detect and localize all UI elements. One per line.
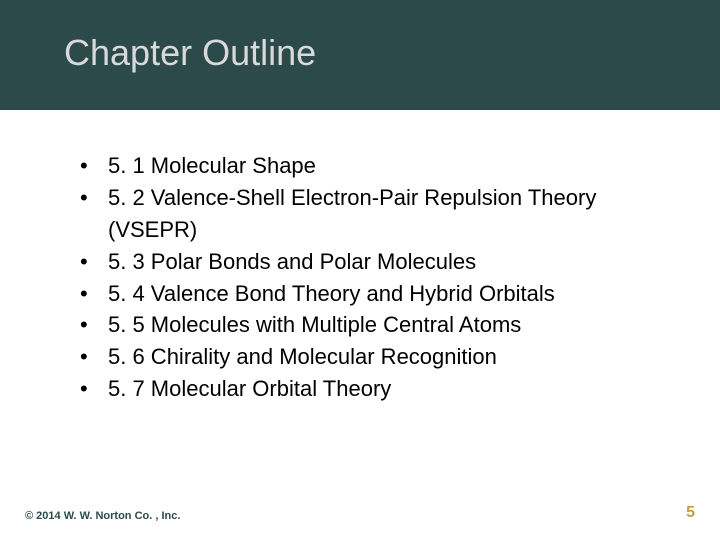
list-item: 5. 7 Molecular Orbital Theory — [80, 373, 670, 405]
list-item: 5. 3 Polar Bonds and Polar Molecules — [80, 246, 670, 278]
list-item: 5. 6 Chirality and Molecular Recognition — [80, 341, 670, 373]
outline-list: 5. 1 Molecular Shape 5. 2 Valence-Shell … — [80, 150, 670, 405]
slide-content: 5. 1 Molecular Shape 5. 2 Valence-Shell … — [0, 110, 720, 405]
slide-footer: © 2014 W. W. Norton Co. , Inc. 5 — [25, 504, 695, 522]
slide-header: Chapter Outline — [0, 0, 720, 110]
page-number: 5 — [686, 504, 695, 522]
list-item: 5. 2 Valence-Shell Electron-Pair Repulsi… — [80, 182, 670, 246]
list-item: 5. 1 Molecular Shape — [80, 150, 670, 182]
copyright-text: © 2014 W. W. Norton Co. , Inc. — [25, 510, 180, 522]
list-item: 5. 4 Valence Bond Theory and Hybrid Orbi… — [80, 278, 670, 310]
list-item: 5. 5 Molecules with Multiple Central Ato… — [80, 309, 670, 341]
slide-title: Chapter Outline — [64, 32, 720, 74]
